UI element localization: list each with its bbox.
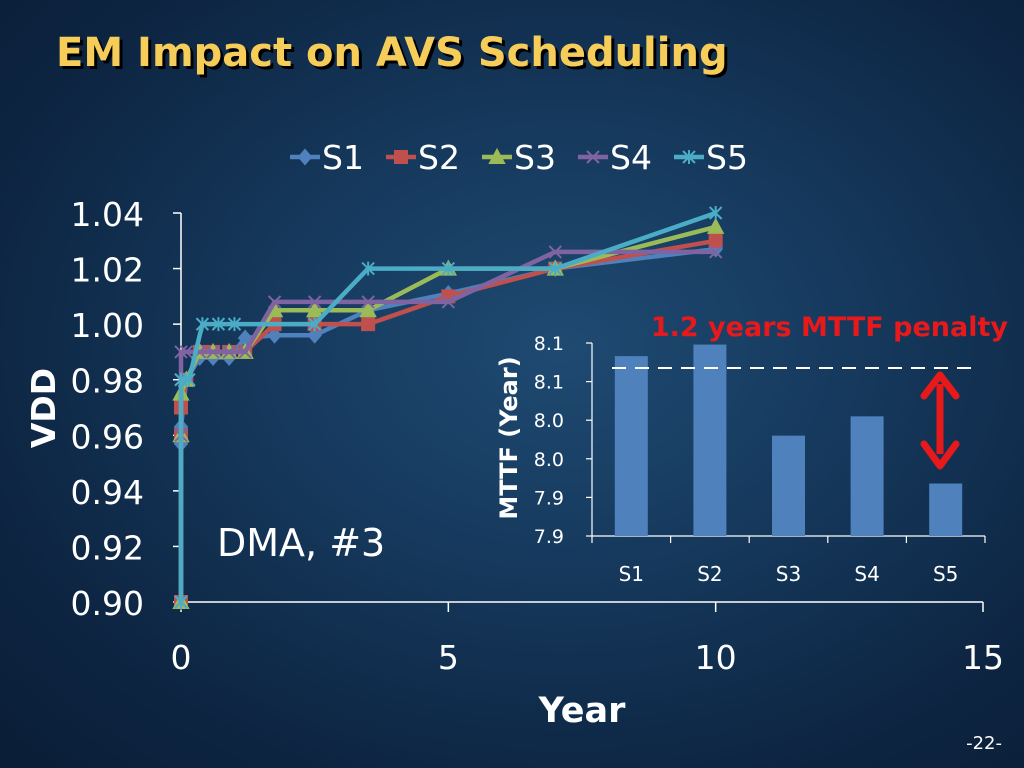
penalty-arrow-icon <box>920 371 960 470</box>
y-tick-label: 0.96 <box>71 417 144 456</box>
dma-annotation: DMA, #3 <box>217 521 385 565</box>
data-point <box>548 245 562 259</box>
mttf-bar-s4 <box>850 416 884 536</box>
inset-y-axis-label: MTTF (Year) <box>495 356 523 519</box>
mttf-penalty-annotation: 1.2 years MTTF penalty <box>651 312 1009 343</box>
data-point <box>222 345 236 359</box>
mttf-bar-s1 <box>614 356 648 536</box>
x-tick-label: 15 <box>962 638 1004 677</box>
y-tick-label: 1.00 <box>71 306 144 345</box>
data-point <box>361 317 376 332</box>
data-point <box>179 345 194 359</box>
legend-label: S2 <box>418 138 460 177</box>
mttf-bar-s2 <box>693 344 727 536</box>
series-s5 <box>174 206 723 609</box>
mttf-bar-s3 <box>772 435 805 536</box>
y-tick-label: 0.90 <box>71 584 144 623</box>
legend-marker <box>297 148 313 166</box>
data-point <box>706 217 725 234</box>
inset-category-label: S2 <box>697 562 722 586</box>
data-point <box>305 301 324 318</box>
data-point <box>708 245 723 259</box>
data-point <box>307 326 322 344</box>
mttf-bar-s5 <box>929 483 963 536</box>
data-point <box>211 317 226 332</box>
y-axis-label: VDD <box>24 368 63 448</box>
legend-marker <box>682 150 696 164</box>
data-point <box>206 345 220 359</box>
inset-y-tick-label: 7.9 <box>534 526 564 548</box>
vdd-series <box>172 206 725 611</box>
legend-label: S3 <box>514 138 556 177</box>
data-point <box>361 295 375 309</box>
legend-entry: S5 <box>674 138 748 177</box>
legend-marker <box>394 150 408 164</box>
data-point <box>227 317 242 332</box>
data-point <box>548 261 562 276</box>
data-point <box>359 301 377 318</box>
data-point <box>267 326 282 344</box>
data-point <box>441 295 456 309</box>
legend: S1 S2 S3 S4 S5 <box>290 138 748 177</box>
inset-y-tick-label: 7.9 <box>534 487 564 509</box>
y-tick-label: 0.98 <box>71 362 144 401</box>
page-number: -22- <box>966 733 1002 754</box>
x-tick-label: 0 <box>171 638 192 677</box>
y-tick-label: 1.02 <box>71 251 144 290</box>
inset-y-tick-label: 8.0 <box>534 449 564 471</box>
vdd-axes: 0.90 0.92 0.94 0.96 0.98 1.00 1.02 1.04 0 5 10 15 <box>71 195 1004 677</box>
x-tick-label: 5 <box>438 638 459 677</box>
legend-entry: S2 <box>386 138 460 177</box>
slide-title: EM Impact on AVS Scheduling <box>56 30 728 76</box>
inset-category-label: S5 <box>933 562 958 586</box>
legend-marker <box>586 150 600 164</box>
data-point <box>307 317 322 332</box>
data-point <box>182 372 196 387</box>
data-point <box>174 595 188 609</box>
x-axis-label: Year <box>538 691 626 731</box>
inset-category-label: S3 <box>776 562 801 586</box>
x-tick-label: 10 <box>695 638 737 677</box>
data-point <box>307 295 322 309</box>
inset-category-label: S1 <box>619 562 644 586</box>
data-point <box>267 295 282 309</box>
inset-category-label: S4 <box>854 562 879 586</box>
data-point <box>441 261 456 276</box>
mttf-inset-chart: 7.9 7.9 8.0 8.0 8.1 8.1 S1 S2 S3 S4 S5 MTTF (Year) 1… <box>495 312 1008 586</box>
inset-y-tick-label: 8.0 <box>534 410 564 432</box>
data-point <box>238 345 252 359</box>
data-point <box>361 261 375 276</box>
legend-marker <box>488 147 506 164</box>
data-point <box>195 317 210 332</box>
data-point <box>708 233 723 248</box>
legend-entry: S1 <box>290 138 364 177</box>
inset-y-tick-label: 8.1 <box>534 333 564 355</box>
legend-label: S4 <box>610 138 652 177</box>
legend-entry: S3 <box>482 138 556 177</box>
y-tick-label: 0.92 <box>71 528 144 567</box>
legend-label: S5 <box>706 138 748 177</box>
legend-entry: S4 <box>578 138 652 177</box>
data-point <box>708 206 723 220</box>
legend-label: S1 <box>322 138 364 177</box>
y-tick-label: 0.94 <box>71 473 144 512</box>
inset-y-tick-label: 8.1 <box>534 372 564 394</box>
y-tick-label: 1.04 <box>71 195 144 234</box>
data-point <box>174 345 188 359</box>
